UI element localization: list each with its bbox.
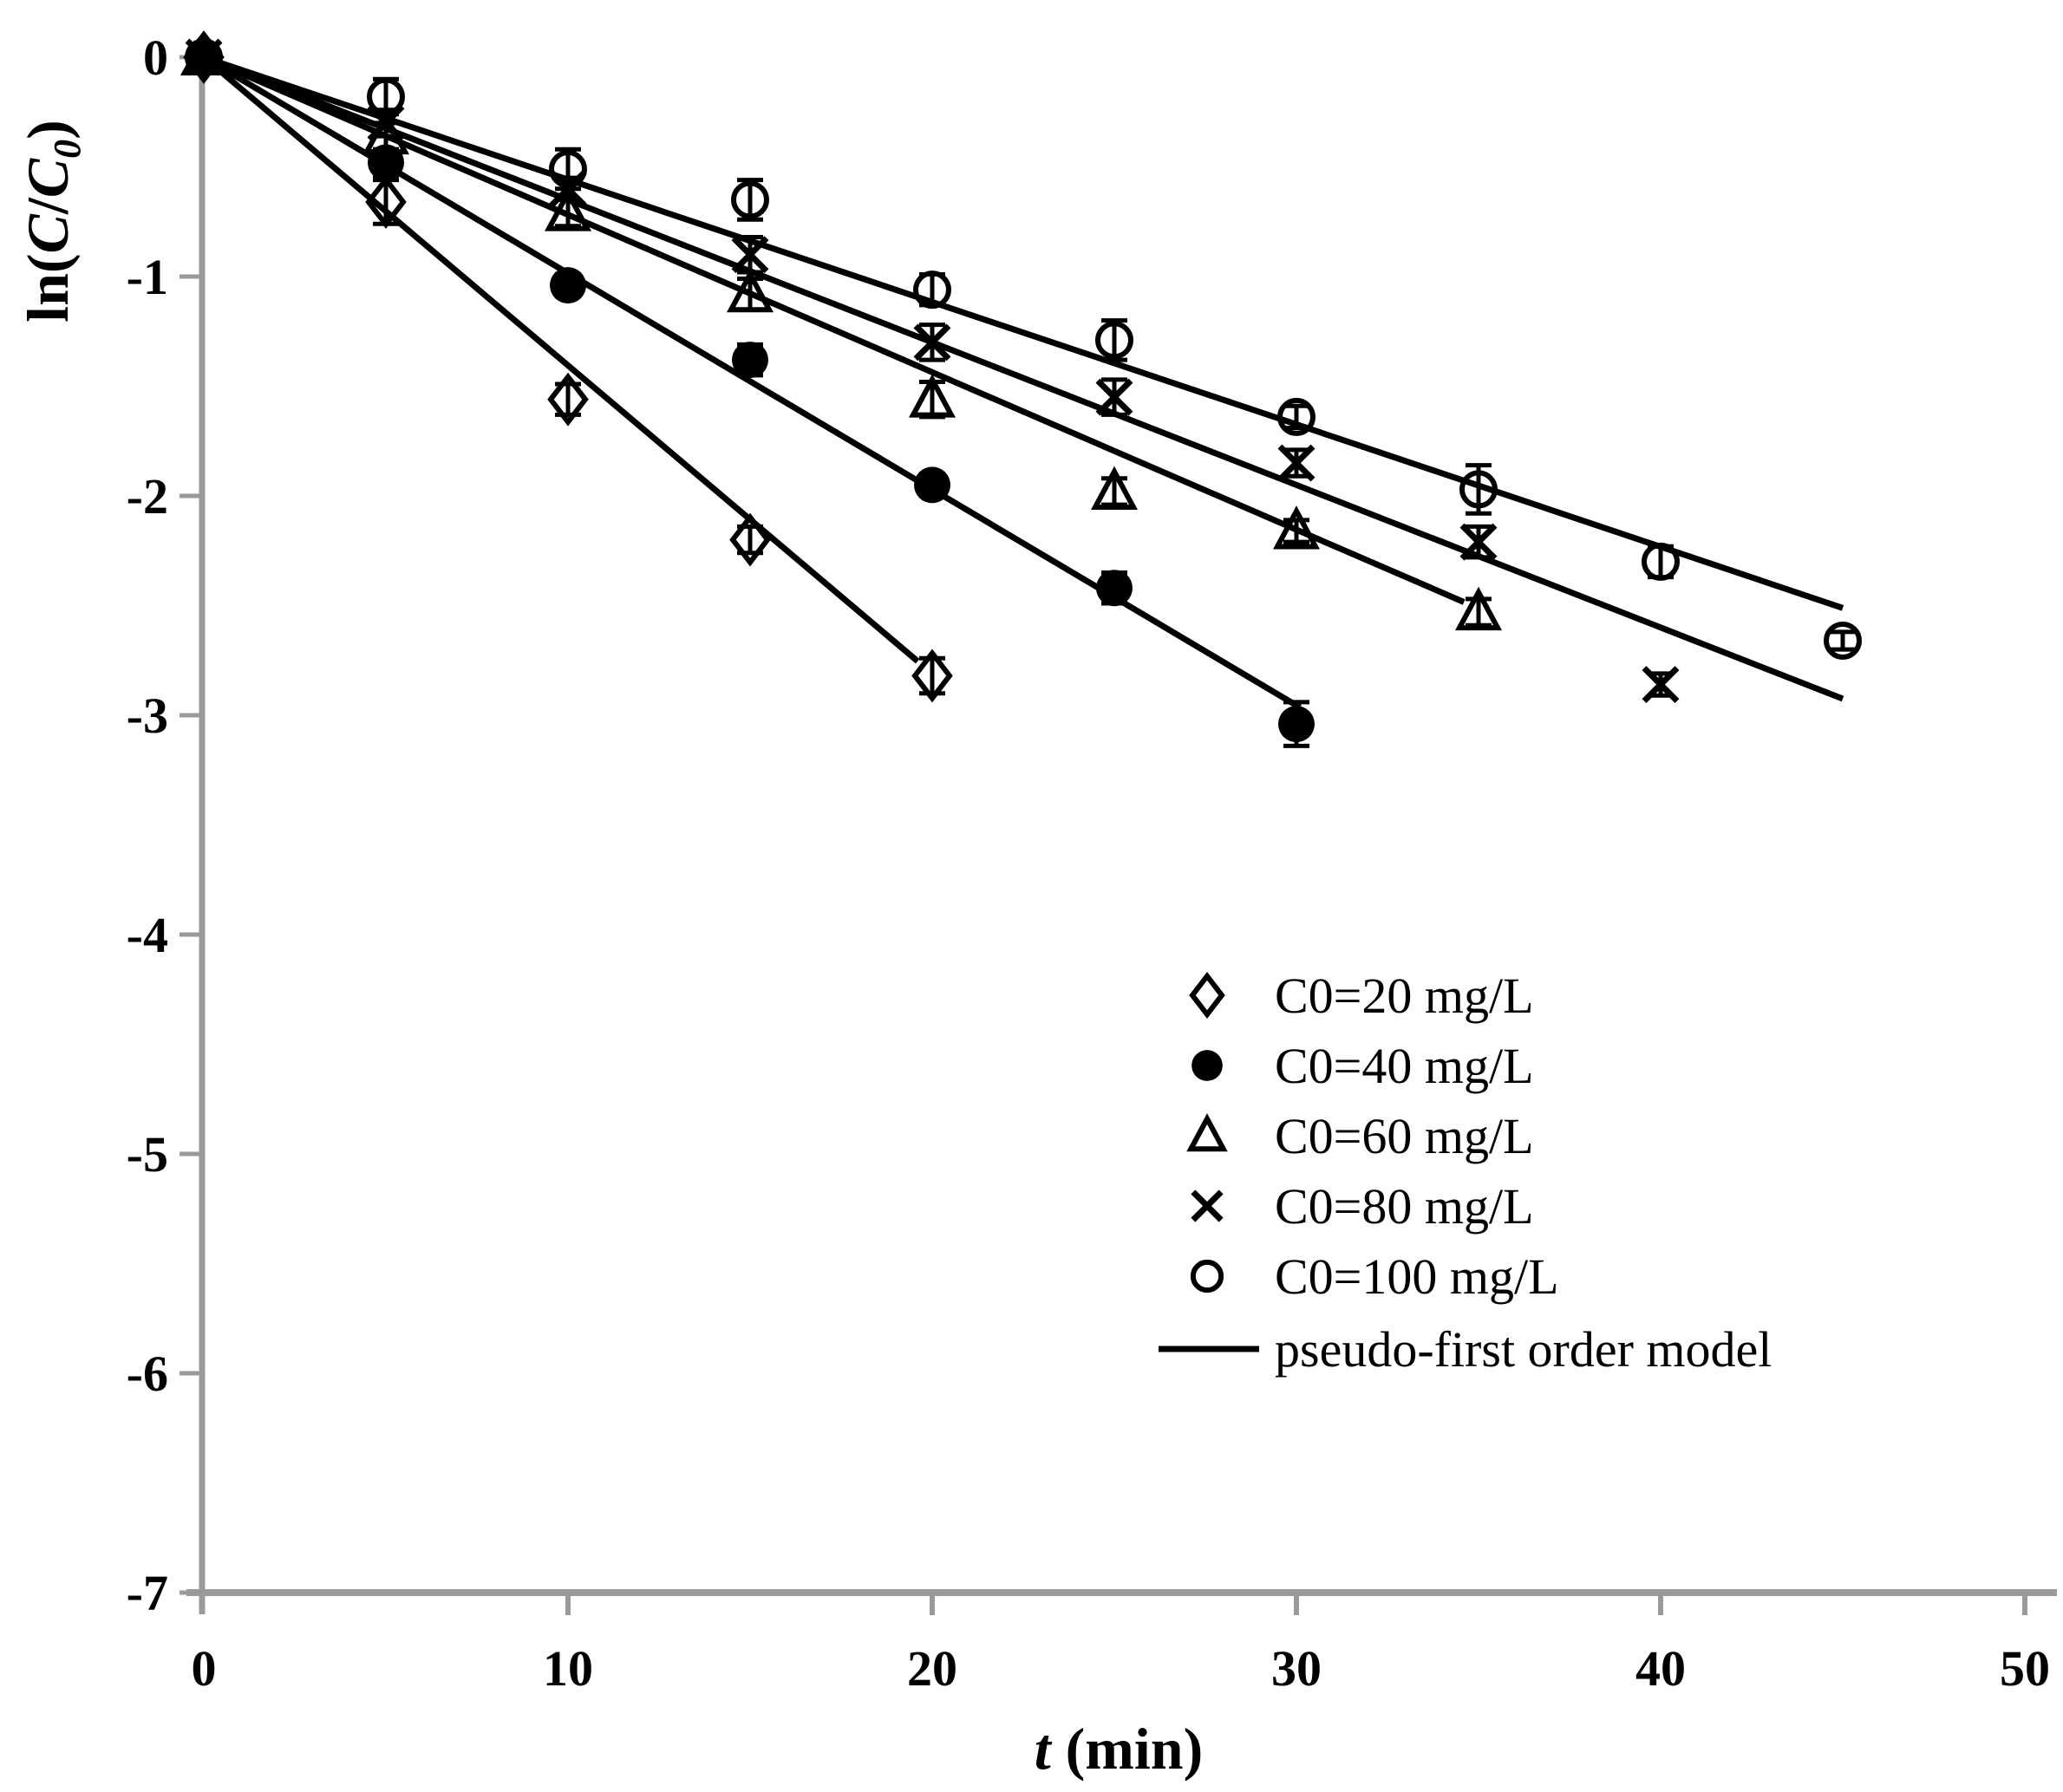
legend-row: C0=80 mg/L	[1191, 1178, 1534, 1235]
triangle-marker	[544, 187, 592, 231]
diamond-marker	[547, 372, 589, 427]
triangle-marker	[726, 268, 774, 313]
open-circle-marker	[1277, 397, 1315, 436]
x-marker	[913, 323, 951, 362]
x-tick-label: 30	[1271, 1640, 1322, 1697]
y-tick-label: -5	[127, 1126, 168, 1183]
series-c0-40-mg-l	[186, 39, 1315, 748]
open-circle-marker	[1459, 470, 1498, 509]
diamond-marker	[729, 512, 771, 567]
x-marker	[1095, 378, 1133, 416]
open-circle-marker	[549, 150, 587, 189]
legend-label: C0=40 mg/L	[1275, 1038, 1534, 1094]
filled-circle-marker	[914, 466, 950, 504]
triangle-marker	[1272, 505, 1321, 550]
legend-label: C0=100 mg/L	[1275, 1248, 1559, 1305]
fit-line	[202, 54, 1466, 605]
filled-circle-marker	[550, 267, 586, 304]
triangle-marker	[1186, 1113, 1228, 1152]
fit-line	[202, 54, 1844, 702]
legend-row: pseudo-first order model	[1159, 1321, 1772, 1378]
x-axis: 0 10 20 30 40 50	[186, 1589, 2057, 1697]
x-tick-label: 50	[2000, 1640, 2050, 1697]
open-circle-marker	[1095, 321, 1133, 360]
legend-row: C0=20 mg/L	[1189, 968, 1534, 1024]
fit-line	[201, 55, 920, 664]
legend-row: C0=40 mg/L	[1191, 1038, 1534, 1094]
x-tick-label: 0	[192, 1640, 217, 1697]
y-tick-label: 0	[143, 29, 168, 86]
x-tick-label: 20	[907, 1640, 957, 1697]
fit-line	[202, 54, 1844, 611]
diamond-marker	[911, 648, 953, 703]
filled-circle-marker	[732, 342, 768, 379]
x-tick-label: 10	[543, 1640, 593, 1697]
x-axis-title: t (min)	[1035, 1716, 1204, 1782]
open-circle-marker	[1190, 1259, 1224, 1293]
y-tick-label: -7	[127, 1565, 168, 1621]
legend-row: C0=100 mg/L	[1190, 1248, 1559, 1305]
open-circle-marker	[1642, 542, 1680, 581]
filled-circle-marker	[1096, 570, 1133, 607]
x-tick-label: 40	[1635, 1640, 1686, 1697]
x-marker	[1277, 444, 1315, 482]
y-tick-label: -3	[127, 687, 168, 744]
legend-label: pseudo-first order model	[1275, 1321, 1772, 1378]
diamond-marker	[365, 175, 407, 229]
triangle-marker	[1090, 466, 1139, 510]
legend: C0=20 mg/L C0=40 mg/L C0=60 mg/L C0=80 mg/L…	[1159, 968, 1772, 1378]
x-marker	[1459, 523, 1498, 561]
open-circle-marker	[731, 180, 769, 219]
legend-label: C0=80 mg/L	[1275, 1178, 1534, 1235]
open-circle-marker	[185, 38, 223, 76]
series-c0-100-mg-l	[185, 38, 1862, 660]
diamond-marker	[1189, 971, 1225, 1020]
y-axis: 0 -1 -2 -3 -4 -5 -6 -7	[127, 29, 206, 1621]
legend-label: C0=20 mg/L	[1275, 968, 1534, 1024]
series-c0-80-mg-l	[185, 38, 1844, 704]
open-circle-marker	[367, 77, 405, 116]
y-tick-label: -4	[127, 907, 168, 963]
x-marker	[1642, 666, 1680, 704]
open-circle-marker	[1824, 621, 1862, 660]
open-circle-marker	[913, 270, 951, 310]
legend-row: C0=60 mg/L	[1186, 1108, 1534, 1164]
triangle-marker	[1454, 586, 1503, 631]
x-marker	[1191, 1189, 1224, 1222]
triangle-marker	[908, 374, 956, 418]
y-axis-title: ln(C/C0)	[15, 120, 88, 323]
legend-label: C0=60 mg/L	[1275, 1108, 1534, 1164]
filled-circle-marker	[1191, 1050, 1223, 1081]
y-tick-label: -6	[127, 1346, 168, 1402]
fit-line	[202, 54, 1302, 711]
filled-circle-marker	[1278, 706, 1315, 743]
series-c0-20-mg-l	[183, 30, 953, 703]
y-tick-label: -2	[127, 468, 168, 525]
y-tick-label: -1	[127, 249, 168, 305]
